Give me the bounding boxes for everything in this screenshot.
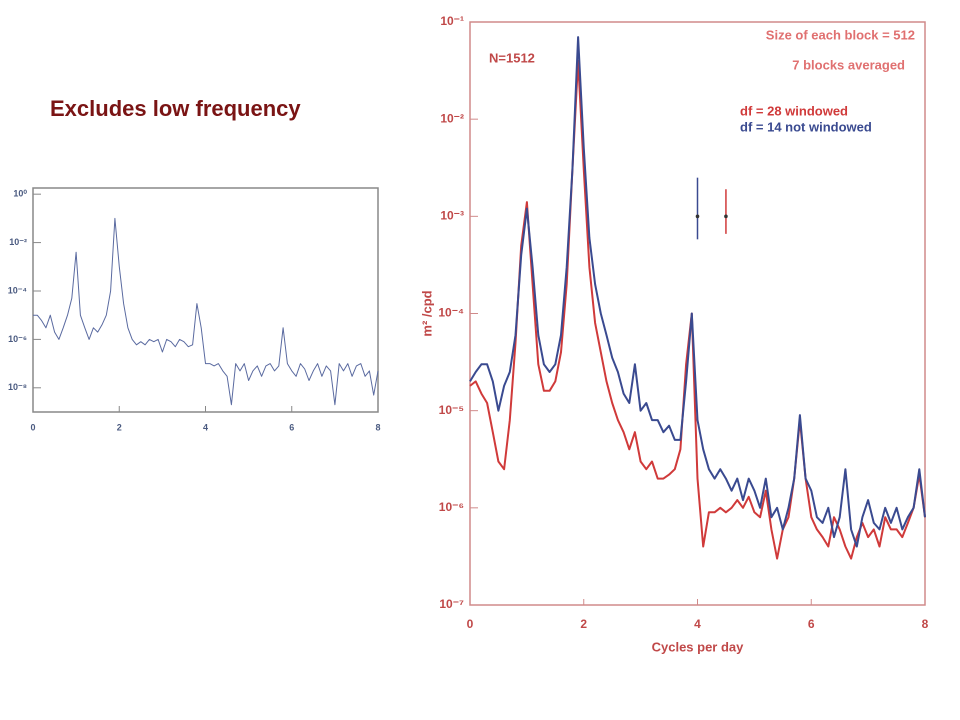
- y-tick-label: 10⁻⁴: [8, 285, 27, 295]
- x-tick-label: 0: [467, 617, 474, 631]
- y-tick-label: 10⁻⁵: [439, 403, 464, 417]
- y-tick-label: 10⁻⁶: [8, 334, 27, 344]
- x-tick-label: 8: [922, 617, 929, 631]
- y-tick-label: 10⁻²: [440, 111, 464, 125]
- x-tick-label: 2: [117, 422, 122, 432]
- y-axis-label: m² /cpd: [419, 290, 434, 336]
- error-bar-center: [695, 214, 700, 219]
- x-tick-label: 2: [580, 617, 587, 631]
- y-tick-label: 10⁻³: [440, 209, 464, 223]
- y-tick-label: 10⁻⁴: [438, 306, 464, 320]
- y-tick-label: 10⁻⁸: [8, 382, 27, 392]
- annotation: Size of each block = 512: [766, 27, 915, 42]
- y-tick-label: 10⁻²: [9, 237, 27, 247]
- x-axis-label: Cycles per day: [652, 639, 745, 654]
- x-tick-label: 8: [375, 422, 380, 432]
- legend-entry: df = 28 windowed: [740, 103, 848, 118]
- x-tick-label: 4: [694, 617, 701, 631]
- plot-frame: [32, 187, 379, 413]
- error-bar-center: [724, 214, 728, 219]
- spectrum-line: [469, 59, 926, 560]
- legend-entry: df = 14 not windowed: [740, 119, 872, 134]
- x-tick-label: 4: [203, 422, 208, 432]
- y-tick-label: 10⁻⁶: [439, 500, 464, 514]
- annotation: 7 blocks averaged: [792, 57, 905, 72]
- x-tick-label: 6: [808, 617, 815, 631]
- annotation: N=1512: [489, 50, 535, 65]
- spectrum-line: [33, 217, 379, 406]
- spectrum-line: [469, 36, 926, 548]
- y-tick-label: 10⁻⁷: [439, 597, 464, 611]
- slide-title: Excludes low frequency: [50, 96, 301, 121]
- plot-frame: [469, 21, 926, 606]
- y-tick-label: 10⁻¹: [440, 14, 464, 28]
- x-tick-label: 0: [30, 422, 35, 432]
- x-tick-label: 6: [289, 422, 294, 432]
- y-tick-label: 10⁰: [13, 189, 27, 199]
